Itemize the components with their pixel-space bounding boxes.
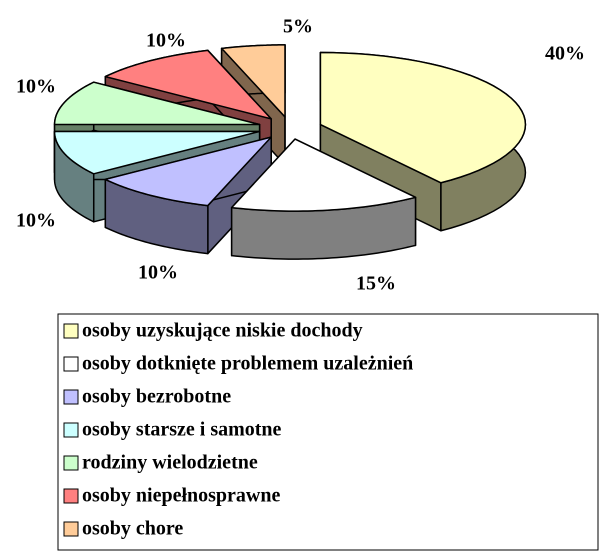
legend-label: osoby dotknięte problemem uzależnień	[82, 353, 413, 375]
data-label: 40%	[545, 43, 585, 65]
legend-label: rodziny wielodzietne	[82, 452, 258, 474]
data-label: 10%	[146, 30, 186, 52]
slice-top	[104, 136, 272, 207]
legend-swatch	[63, 455, 79, 471]
slice-top	[220, 44, 286, 118]
slice-top	[319, 51, 527, 184]
legend-label: osoby chore	[82, 518, 183, 540]
legend-swatch	[63, 389, 79, 405]
legend-swatch	[63, 488, 79, 504]
pie-slice	[230, 138, 417, 260]
data-label: 5%	[283, 16, 313, 38]
legend-label: osoby starsze i samotne	[82, 419, 282, 441]
slice-top	[53, 130, 261, 175]
legend-label: osoby niepełnosprawne	[82, 485, 280, 507]
slice-top	[230, 138, 417, 212]
pie-slice	[319, 51, 527, 232]
slice-top	[53, 81, 261, 126]
legend-label: osoby bezrobotne	[82, 386, 231, 408]
legend-label: osoby uzyskujące niskie dochody	[82, 320, 363, 342]
data-label: 10%	[16, 210, 56, 232]
legend-box	[57, 313, 599, 551]
data-label: 15%	[356, 273, 396, 295]
legend-swatch	[63, 521, 79, 537]
slice-top	[104, 49, 272, 120]
data-label: 10%	[138, 262, 178, 284]
legend-swatch	[63, 323, 79, 339]
data-label: 10%	[16, 76, 56, 98]
legend-swatch	[63, 356, 79, 372]
legend-swatch	[63, 422, 79, 438]
